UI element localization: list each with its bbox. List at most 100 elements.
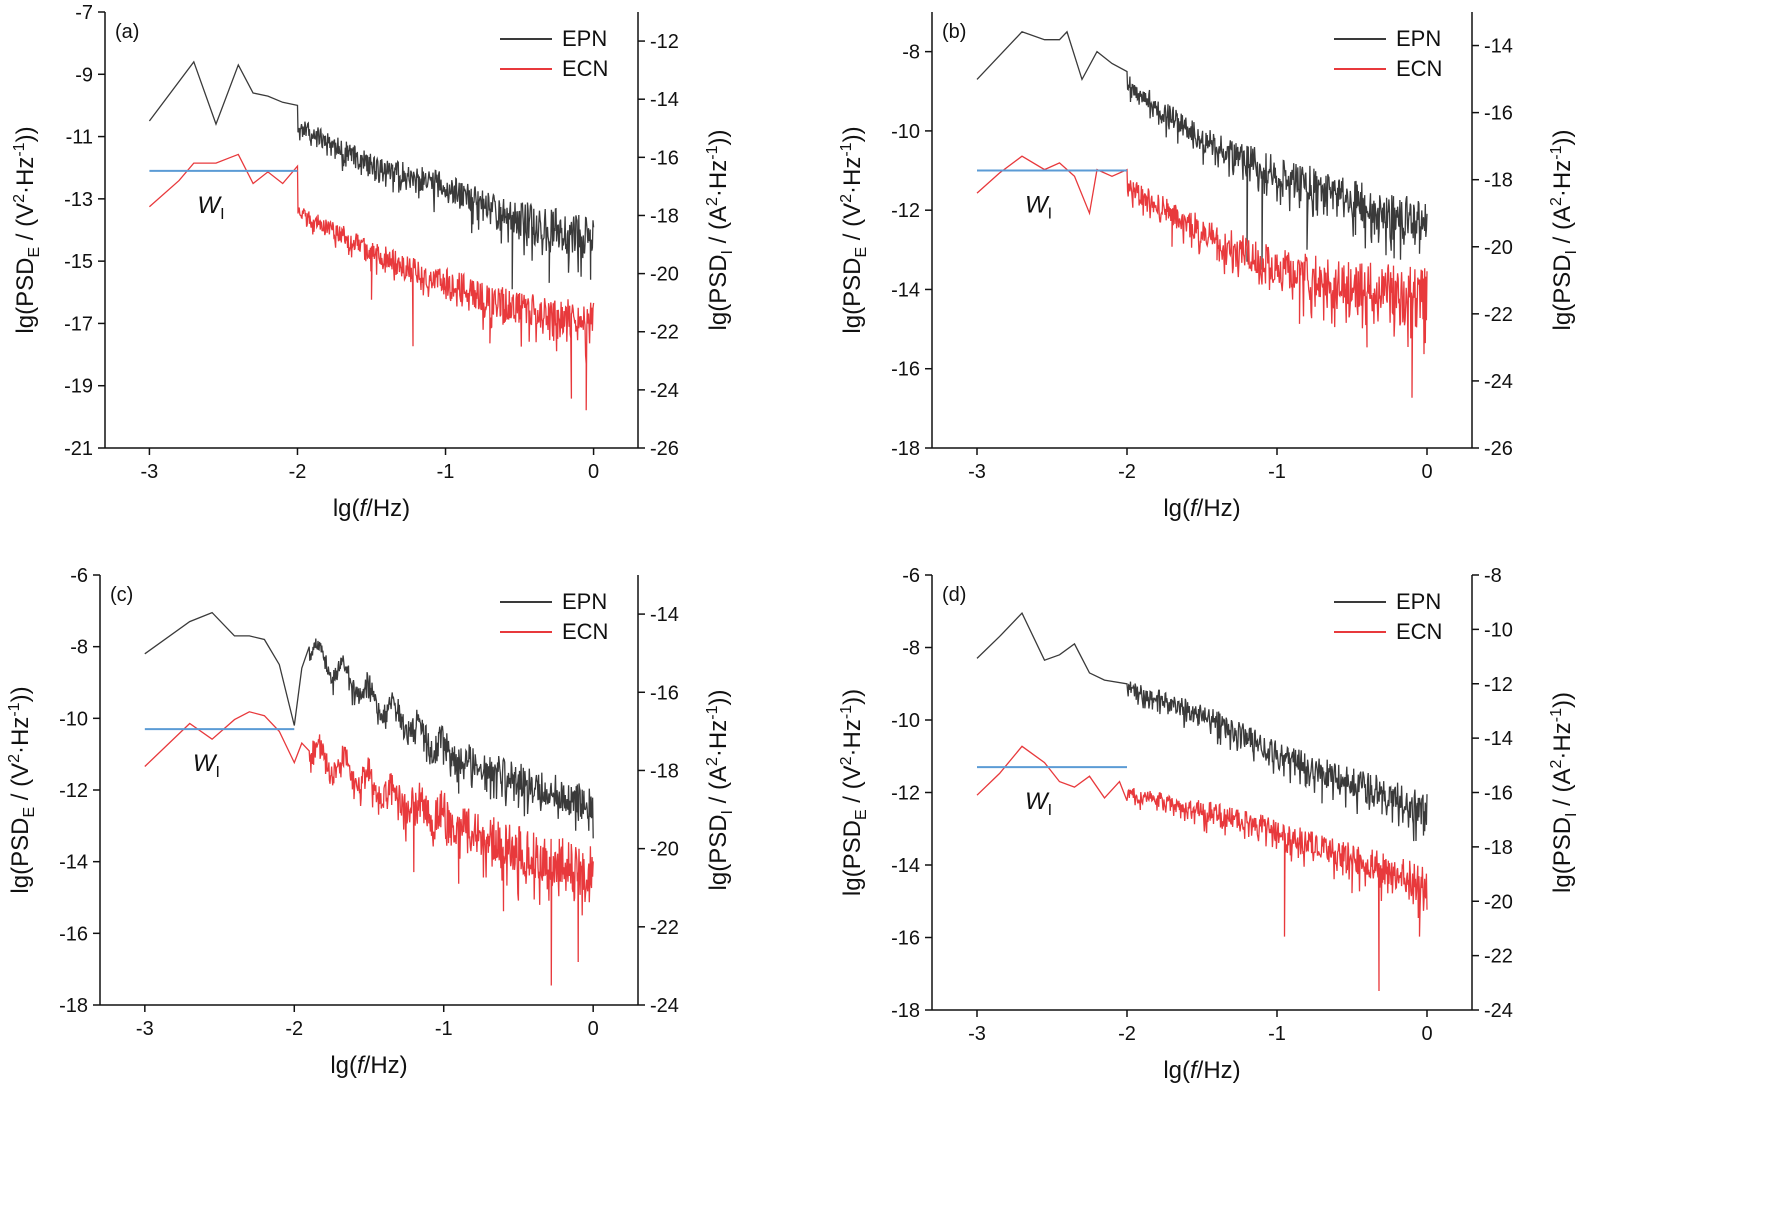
y-right-tick-label: -14 [1484,36,1513,58]
series-line-ecn [976,155,1428,398]
y-right-tick-label: -16 [1484,103,1513,125]
y-right-tick-label: -12 [1484,674,1513,696]
y-axis-label-left: lg(PSDE / (V2·Hz-1)) [11,126,43,333]
legend-label-ecn: ECN [1396,56,1442,81]
x-axis-label: lg(f/Hz) [333,495,410,522]
x-tick-label: -2 [285,1018,303,1040]
y-right-tick-label: -22 [650,917,679,939]
y-left-tick-label: -12 [59,780,88,802]
x-tick-label: -3 [141,461,159,483]
panel-label: (d) [942,584,966,606]
y-right-tick-label: -20 [1484,237,1513,259]
y-left-tick-label: -6 [70,565,88,587]
y-left-tick-label: -11 [66,127,93,149]
y-right-tick-label: -16 [650,147,679,169]
y-left-tick-label: -8 [902,638,920,660]
wi-label: WI [1025,788,1052,819]
x-tick-label: -3 [968,1023,986,1045]
legend-label-epn: EPN [562,26,607,51]
panel-label: (a) [115,21,139,43]
y-right-tick-label: -24 [650,380,679,402]
legend-label-epn: EPN [562,589,607,614]
series-line-ecn [144,711,594,986]
x-tick-label: -1 [437,461,455,483]
x-tick-label: -3 [136,1018,154,1040]
panel-label: (c) [110,584,133,606]
x-tick-label: -1 [435,1018,453,1040]
y-right-tick-label: -16 [650,682,679,704]
chart-panel-c: -3 -2 -1 0-6-8-10-12-14-16-18-14-16-18-20-2… [6,565,736,1079]
series-line-ecn [148,153,595,411]
y-right-tick-label: -24 [1484,1000,1513,1022]
y-right-tick-label: -18 [1484,837,1513,859]
y-right-tick-label: -24 [650,995,679,1017]
x-tick-label: 0 [1421,461,1432,483]
y-right-tick-label: -24 [1484,371,1513,393]
y-right-tick-label: -10 [1484,619,1513,641]
y-right-tick-label: -18 [650,760,679,782]
series-line-ecn [976,745,1428,992]
x-tick-label: 0 [588,1018,599,1040]
chart-panel-d: -3 -2 -1 0-6-8-10-12-14-16-18-8-10-12-14-16… [838,565,1580,1084]
y-left-tick-label: -16 [59,923,88,945]
y-axis-label-left: lg(PSDE / (V2·Hz-1)) [838,689,870,896]
panel-label: (b) [942,21,966,43]
y-right-tick-label: -14 [650,604,679,626]
y-left-tick-label: -14 [891,279,920,301]
y-left-tick-label: -14 [891,855,920,877]
y-left-tick-label: -10 [59,708,88,730]
series-line-epn [976,30,1428,270]
y-right-tick-label: -26 [1484,438,1513,460]
y-left-tick-label: -16 [891,359,920,381]
y-right-tick-label: -14 [1484,728,1513,750]
series-line-epn [144,611,594,839]
series-line-epn [976,611,1428,842]
y-left-tick-label: -19 [64,376,93,398]
x-tick-label: -2 [1118,461,1136,483]
chart-panel-b: -3 -2 -1 0-8-10-12-14-16-18-14-16-18-20-22-… [838,12,1580,522]
y-right-tick-label: -18 [1484,170,1513,192]
y-left-tick-label: -21 [64,438,93,460]
y-left-tick-label: -12 [891,200,920,222]
legend-label-ecn: ECN [1396,619,1442,644]
x-tick-label: -2 [289,461,307,483]
wi-label: WI [197,192,224,223]
y-left-tick-label: -16 [891,928,920,950]
legend-label-epn: EPN [1396,26,1441,51]
legend-label-epn: EPN [1396,589,1441,614]
x-tick-label: 0 [1421,1023,1432,1045]
y-left-tick-label: -8 [70,637,88,659]
y-left-tick-label: -12 [891,783,920,805]
y-axis-label-right: lg(PSDI / (A2·Hz-1)) [1548,692,1580,893]
y-right-tick-label: -20 [650,264,679,286]
y-left-tick-label: -18 [891,1000,920,1022]
y-right-tick-label: -14 [650,89,679,111]
y-right-tick-label: -22 [650,322,679,344]
y-right-tick-label: -22 [1484,304,1513,326]
y-left-tick-label: -7 [75,2,93,24]
y-left-tick-label: -9 [75,64,93,86]
legend-label-ecn: ECN [562,56,608,81]
y-right-tick-label: -20 [1484,891,1513,913]
series-line-epn [148,60,595,290]
y-right-tick-label: -18 [650,205,679,227]
x-tick-label: -2 [1118,1023,1136,1045]
y-axis-label-right: lg(PSDI / (A2·Hz-1)) [1548,130,1580,331]
y-axis-label-left: lg(PSDE / (V2·Hz-1)) [6,686,38,893]
y-right-tick-label: -16 [1484,783,1513,805]
x-tick-label: -1 [1268,461,1286,483]
y-left-tick-label: -18 [891,438,920,460]
x-tick-label: 0 [588,461,599,483]
y-right-tick-label: -26 [650,438,679,460]
y-right-tick-label: -22 [1484,946,1513,968]
x-tick-label: -3 [968,461,986,483]
x-tick-label: -1 [1268,1023,1286,1045]
y-right-tick-label: -12 [650,31,679,53]
y-left-tick-label: -6 [902,565,920,587]
x-axis-label: lg(f/Hz) [1163,495,1240,522]
y-right-tick-label: -20 [650,839,679,861]
y-left-tick-label: -14 [59,852,88,874]
y-left-tick-label: -10 [891,121,920,143]
legend-label-ecn: ECN [562,619,608,644]
x-axis-label: lg(f/Hz) [1163,1057,1240,1084]
